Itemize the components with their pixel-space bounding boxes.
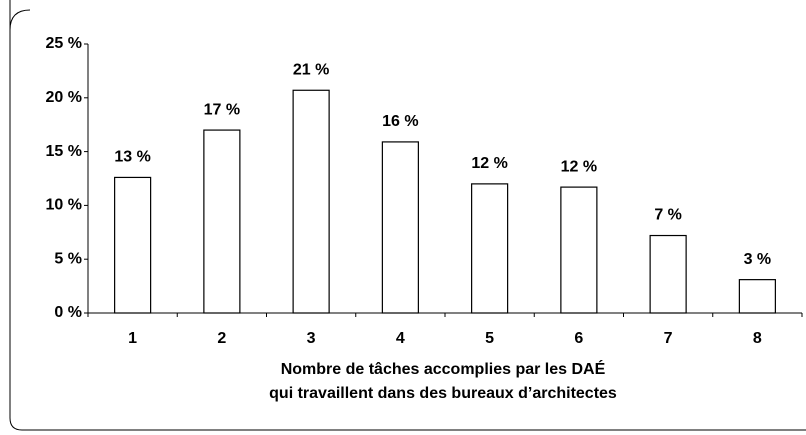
value-label: 13 % (114, 149, 150, 166)
bar (381, 141, 419, 314)
x-tick-label: 5 (485, 330, 494, 347)
frame-corner (9, 9, 31, 31)
y-tick-label: 15 % (46, 143, 82, 160)
x-axis-label: qui travaillent dans des bureaux d’archi… (269, 385, 617, 402)
bar (560, 186, 598, 314)
x-axis-label: Nombre de tâches accomplies par les DAÉ (281, 359, 606, 378)
x-tick-label: 6 (574, 330, 583, 347)
bar (738, 279, 776, 314)
y-tick-label: 0 % (54, 304, 82, 321)
y-tick-label: 10 % (46, 197, 82, 214)
value-label: 17 % (204, 101, 240, 118)
value-label: 21 % (293, 61, 329, 78)
bar (292, 89, 330, 314)
bar (203, 129, 241, 314)
y-tick-label: 25 % (46, 35, 82, 52)
x-tick-label: 2 (217, 330, 226, 347)
bar (471, 183, 509, 314)
y-tick-label: 20 % (46, 89, 82, 106)
x-tick-label: 7 (664, 330, 673, 347)
x-tick-label: 8 (753, 330, 762, 347)
bar (114, 176, 152, 314)
y-tick-label: 5 % (54, 250, 82, 267)
x-tick-label: 1 (128, 330, 137, 347)
value-label: 16 % (382, 113, 418, 130)
x-tick-label: 4 (396, 330, 405, 347)
value-label: 12 % (471, 155, 507, 172)
frame (9, 0, 806, 431)
value-label: 3 % (744, 251, 772, 268)
x-tick-label: 3 (307, 330, 316, 347)
value-label: 12 % (561, 158, 597, 175)
value-label: 7 % (654, 207, 682, 224)
bar (649, 234, 687, 314)
